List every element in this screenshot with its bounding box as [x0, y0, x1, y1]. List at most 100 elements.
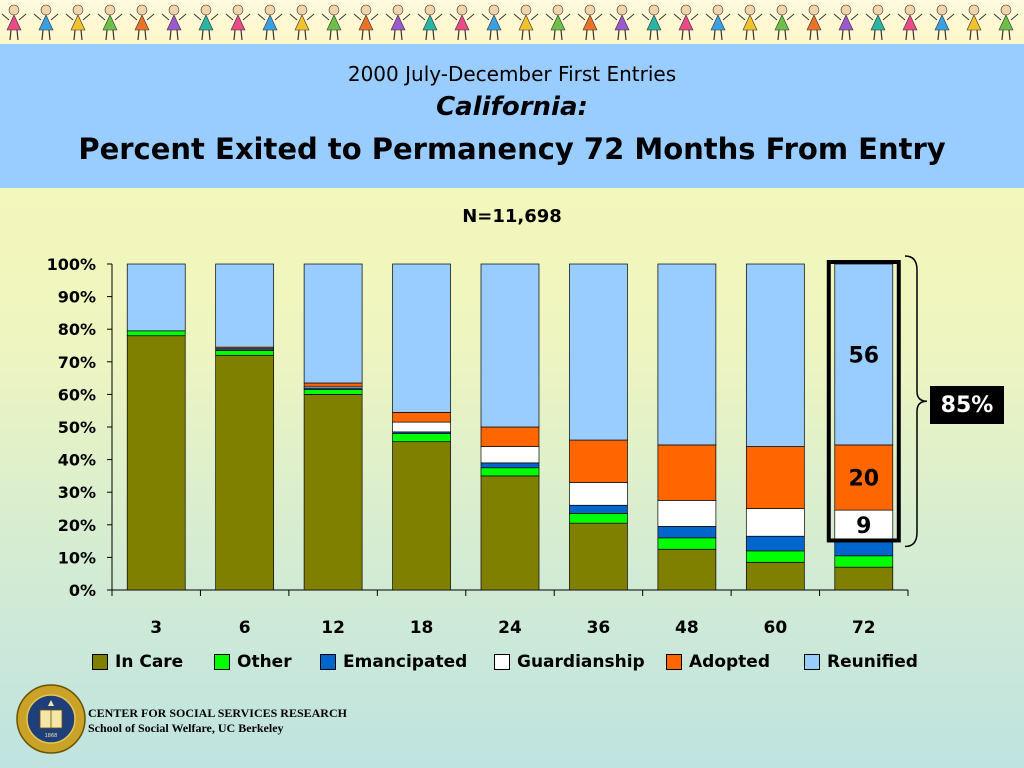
bar-segment-other [480, 467, 540, 477]
bar-segment-adopted [569, 439, 628, 483]
uc-seal-logo: 1868 [16, 684, 86, 754]
child-figure-icon [289, 4, 315, 41]
x-tick-label: 18 [410, 618, 434, 638]
bar-segment-other [657, 537, 717, 550]
bar-segment-reunified [569, 263, 628, 441]
child-figure-icon [33, 4, 59, 41]
child-figure-icon [769, 4, 795, 41]
bar-segment-emancipated [569, 504, 628, 514]
org-subtitle: School of Social Welfare, UC Berkeley [88, 721, 284, 735]
x-tick-label: 72 [852, 618, 876, 638]
y-tick-label: 70% [58, 353, 96, 372]
bar-segment-reunified [480, 263, 540, 428]
child-figure-icon [961, 4, 987, 41]
legend-item-in-care: In Care [92, 650, 183, 674]
child-figure-icon [97, 4, 123, 41]
bar-segment-emancipated [480, 462, 540, 469]
bar-segment-adopted [657, 444, 717, 501]
child-figure-icon [673, 4, 699, 41]
bar-segment-in-care [303, 394, 363, 591]
child-figure-icon [321, 4, 347, 41]
bar-segment-reunified [657, 263, 717, 446]
bar-segment-reunified [303, 263, 363, 384]
bar-segment-reunified [126, 263, 186, 332]
child-figure-icon [993, 4, 1019, 41]
bar-segment-in-care [834, 566, 894, 591]
data-label: 56 [848, 343, 879, 368]
legend-item-adopted: Adopted [666, 650, 770, 674]
bar-segment-in-care [657, 548, 717, 591]
legend-label: In Care [115, 652, 184, 672]
child-figure-icon [193, 4, 219, 41]
child-figure-icon [865, 4, 891, 41]
x-tick-label: 12 [321, 618, 345, 638]
bar-segment-other [745, 550, 805, 563]
bar-segment-emancipated [745, 535, 805, 552]
bar-segment-guardianship [657, 500, 717, 527]
child-figure-icon [65, 4, 91, 41]
subtitle-cohort: 2000 July-December First Entries [347, 62, 677, 86]
bar-segment-reunified [834, 263, 894, 446]
x-tick-label: 60 [763, 618, 787, 638]
children-figures-icon [1, 4, 1019, 41]
bar-segment-reunified [745, 263, 805, 447]
legend-swatch [666, 654, 682, 670]
legend-swatch [320, 654, 336, 670]
bar-segment-guardianship [569, 482, 628, 506]
bar-segment-other [126, 330, 186, 337]
legend-item-reunified: Reunified [804, 650, 918, 674]
data-label: 20 [848, 467, 879, 492]
child-figure-icon [385, 4, 411, 41]
x-tick-label: 6 [239, 618, 251, 638]
y-tick-label: 20% [58, 516, 96, 535]
y-tick-label: 0% [69, 581, 96, 600]
child-figure-icon [129, 4, 155, 41]
page-title: Percent Exited to Permanency 72 Months F… [78, 132, 946, 166]
subtitle-state: California: [436, 92, 588, 122]
bar-segment-other [834, 555, 894, 568]
child-figure-icon [705, 4, 731, 41]
child-figure-icon [801, 4, 827, 41]
org-name: CENTER FOR SOCIAL SERVICES RESEARCH [88, 706, 347, 720]
x-tick-label: 3 [150, 618, 162, 638]
y-tick-label: 90% [58, 288, 96, 307]
bar-segment-in-care [215, 354, 275, 591]
y-tick-label: 80% [58, 320, 96, 339]
child-figure-icon [257, 4, 283, 41]
bar-segment-adopted [392, 411, 451, 423]
child-figure-icon [481, 4, 507, 41]
legend-label: Reunified [827, 652, 918, 672]
bar-segment-in-care [126, 335, 186, 591]
legend-label: Adopted [689, 652, 770, 672]
bar-segment-guardianship [480, 446, 540, 464]
bar-segment-reunified [215, 263, 275, 348]
bar-segment-in-care [745, 561, 805, 591]
bar-segment-emancipated [657, 526, 717, 539]
bar-segment-adopted [745, 446, 805, 509]
chart-title: N=11,698 [462, 206, 562, 227]
legend-swatch [92, 654, 108, 670]
legend-label: Guardianship [517, 652, 645, 672]
child-figure-icon [833, 4, 859, 41]
child-figure-icon [449, 4, 475, 41]
y-tick-label: 50% [58, 418, 96, 437]
bar-segment-guardianship [745, 508, 805, 537]
curly-bracket [904, 255, 928, 548]
child-figure-icon [161, 4, 187, 41]
legend-swatch [214, 654, 230, 670]
bar-segment-other [215, 350, 275, 356]
highlight-box [826, 260, 901, 543]
bar-segment-in-care [392, 441, 451, 591]
x-tick-label: 48 [675, 618, 699, 638]
x-tick-label: 36 [587, 618, 611, 638]
child-figure-icon [225, 4, 251, 41]
children-decoration-strip [0, 0, 1024, 44]
child-figure-icon [577, 4, 603, 41]
bar-segment-other [569, 513, 628, 524]
bar-segment-other [392, 433, 451, 443]
bar-segment-adopted [480, 426, 540, 447]
bar-segment-guardianship [834, 509, 894, 540]
bar-segment-in-care [480, 475, 540, 591]
child-figure-icon [609, 4, 635, 41]
child-figure-icon [1, 4, 27, 41]
